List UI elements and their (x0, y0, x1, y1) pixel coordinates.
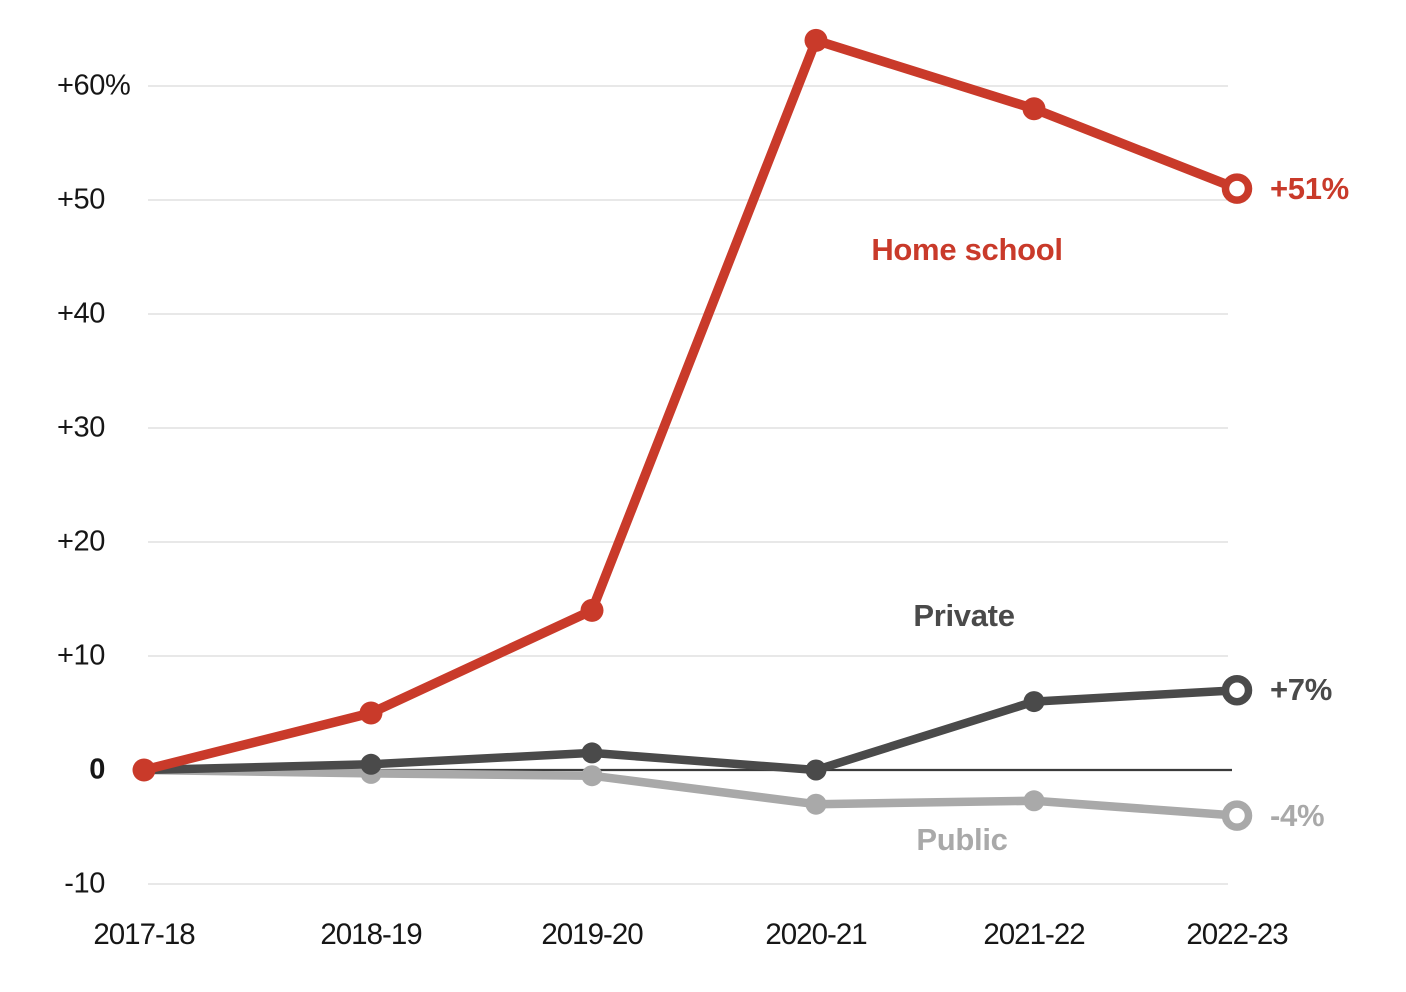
point-home-school (359, 701, 383, 725)
end-marker-public (1221, 800, 1253, 831)
point-private (581, 742, 603, 764)
y-tick-label: +30 (57, 411, 105, 444)
point-public (1023, 790, 1045, 812)
x-tick-label: 2019-20 (541, 918, 643, 951)
x-tick-label: 2022-23 (1186, 918, 1288, 951)
point-home-school (1022, 97, 1046, 121)
x-tick-label: 2018-19 (320, 918, 422, 951)
end-value-public: -4% (1270, 797, 1325, 833)
point-private (805, 759, 827, 781)
series-label-public: Public (916, 822, 1008, 857)
y-tick-label: +50 (57, 183, 105, 216)
point-private (360, 753, 382, 775)
series-label-home-school: Home school (871, 232, 1063, 267)
y-tick-label: 0 (89, 753, 105, 786)
x-tick-label: 2017-18 (93, 918, 195, 951)
end-marker-home-school (1221, 173, 1253, 204)
point-home-school (804, 28, 828, 52)
end-value-home-school: +51% (1270, 170, 1349, 206)
line-public (139, 765, 1242, 820)
point-home-school (580, 598, 604, 622)
point-public (581, 765, 603, 787)
y-tick-label: +20 (57, 525, 105, 558)
y-tick-label: -10 (64, 867, 105, 900)
y-tick-label: +60% (57, 69, 131, 102)
point-home-school (132, 758, 156, 782)
y-tick-label: +40 (57, 297, 105, 330)
x-tick-label: 2021-22 (983, 918, 1085, 951)
y-tick-label: +10 (57, 639, 105, 672)
end-marker-private (1221, 674, 1253, 706)
series-label-private: Private (913, 598, 1015, 633)
x-tick-label: 2020-21 (765, 918, 867, 951)
line-home-school (139, 35, 1242, 775)
point-public (805, 793, 827, 815)
end-value-private: +7% (1270, 672, 1333, 708)
line-private (139, 685, 1242, 775)
point-private (1023, 691, 1045, 713)
